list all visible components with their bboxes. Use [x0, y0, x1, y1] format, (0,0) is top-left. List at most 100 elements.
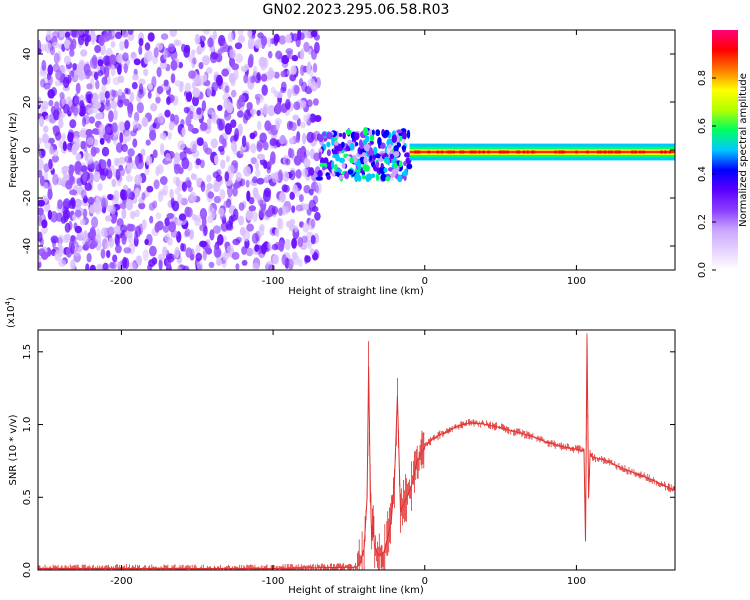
heatmap-cell: [110, 100, 118, 110]
heatmap-cell: [171, 200, 180, 212]
heatmap-cell: [560, 150, 564, 154]
spectrogram-x-ticks: -200 -100 0 100: [110, 30, 586, 287]
heatmap-cell: [275, 50, 283, 60]
colorbar-gradient: [712, 30, 738, 270]
heatmap-cell: [91, 216, 99, 229]
heatmap-cell: [47, 182, 52, 195]
heatmap-cell: [260, 59, 267, 71]
heatmap-cell: [291, 237, 297, 249]
heatmap-cell: [86, 83, 93, 90]
heatmap-cell: [317, 169, 323, 178]
heatmap-cell: [54, 101, 60, 110]
x-tick-label: -100: [262, 576, 285, 587]
heatmap-cell: [196, 45, 203, 55]
colorbar-ticks: 0.0 0.2 0.4 0.6 0.8: [697, 70, 716, 278]
heatmap-cell: [384, 156, 389, 162]
heatmap-cell: [147, 83, 153, 90]
heatmap-cell: [155, 212, 162, 220]
heatmap-cell: [338, 132, 343, 138]
snr-y-ticks: 0.0 0.5 1.0 1.5: [22, 344, 675, 578]
heatmap-cell: [233, 208, 239, 221]
heatmap-cell: [354, 132, 360, 140]
heatmap-cell: [196, 137, 204, 147]
heatmap-cell: [123, 98, 130, 107]
heatmap-cell: [145, 139, 151, 146]
heatmap-cell: [349, 142, 355, 151]
heatmap-cell: [299, 194, 304, 203]
heatmap-cell: [127, 107, 133, 118]
heatmap-cell: [206, 67, 213, 74]
heatmap-cell: [333, 140, 339, 146]
heatmap-cell: [81, 189, 87, 199]
heatmap-cell: [265, 174, 271, 181]
heatmap-cell: [239, 145, 245, 155]
snr-frame: [37, 329, 676, 571]
heatmap-cell: [278, 35, 287, 45]
heatmap-cell: [43, 125, 49, 133]
heatmap-cell: [94, 233, 102, 243]
heatmap-cell: [252, 176, 258, 184]
heatmap-cell: [125, 166, 132, 175]
heatmap-cell: [86, 252, 92, 263]
snr-y-label: SNR (10 * v/v): [8, 414, 19, 485]
heatmap-cell: [506, 150, 510, 154]
heatmap-cell: [248, 196, 255, 205]
heatmap-cell: [199, 208, 208, 220]
heatmap-cell: [127, 148, 135, 157]
heatmap-cell: [336, 171, 340, 177]
heatmap-cell: [213, 195, 222, 204]
heatmap-cell: [143, 68, 149, 77]
heatmap-cell: [252, 262, 260, 270]
heatmap-cell: [267, 50, 273, 59]
heatmap-cell: [369, 154, 373, 162]
heatmap-cell: [501, 150, 505, 154]
heatmap-cell: [202, 30, 210, 35]
heatmap-cell: [64, 222, 71, 233]
heatmap-cell: [389, 153, 394, 160]
heatmap-cell: [203, 224, 208, 237]
heatmap-cell: [383, 167, 388, 173]
heatmap-cell: [184, 82, 192, 93]
heatmap-cell: [186, 207, 193, 218]
heatmap-cell: [107, 193, 114, 201]
heatmap-cell: [258, 226, 265, 237]
heatmap-cell: [230, 89, 237, 98]
heatmap-cell: [292, 184, 298, 194]
heatmap-cell: [104, 101, 111, 111]
heatmap-cell: [361, 152, 367, 158]
spectrogram-x-label: Height of straight line (km): [288, 286, 424, 297]
heatmap-cell: [427, 150, 431, 154]
heatmap-cell: [57, 199, 63, 210]
heatmap-cell: [75, 153, 82, 162]
heatmap-cell: [290, 65, 297, 75]
heatmap-cell: [660, 150, 664, 154]
heatmap-cell: [82, 208, 88, 218]
heatmap-cell: [104, 241, 110, 249]
heatmap-cell: [62, 198, 71, 210]
heatmap-cell: [365, 135, 370, 143]
heatmap-cell: [314, 211, 321, 221]
heatmap-cell: [220, 221, 229, 232]
heatmap-cell: [47, 137, 55, 144]
heatmap-cell: [470, 150, 474, 154]
heatmap-cell: [218, 145, 225, 152]
heatmap-cell: [134, 174, 143, 185]
heatmap-cell: [196, 107, 202, 115]
heatmap-cell: [149, 215, 154, 224]
heatmap-cell: [232, 187, 238, 197]
heatmap-cell: [449, 150, 453, 154]
heatmap-cell: [258, 199, 264, 207]
heatmap-cell: [63, 233, 71, 241]
colorbar-tick-label: 0.6: [697, 118, 708, 134]
heatmap-cell: [109, 54, 117, 65]
heatmap-cell: [237, 30, 244, 36]
snr-x-ticks: -200 -100 0 100: [110, 330, 586, 587]
heatmap-cell: [275, 101, 282, 112]
heatmap-cell: [205, 147, 212, 155]
heatmap-cell: [76, 30, 84, 37]
heatmap-cell: [393, 151, 400, 158]
heatmap-cell: [617, 150, 621, 154]
heatmap-cell: [223, 98, 231, 110]
heatmap-cell: [295, 204, 304, 212]
heatmap-cell: [285, 220, 294, 228]
